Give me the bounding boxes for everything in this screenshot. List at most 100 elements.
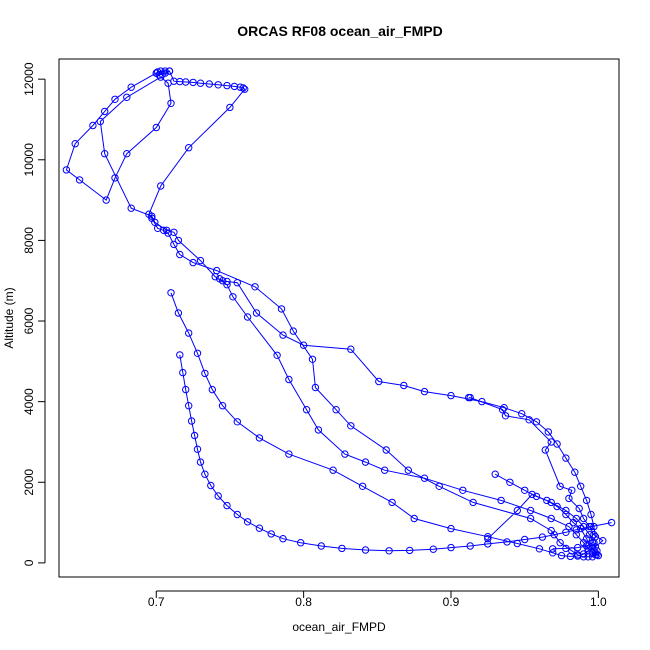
data-point: [223, 81, 231, 90]
data-point: [208, 385, 217, 394]
data-point: [111, 95, 119, 104]
y-tick-label: 10000: [22, 143, 36, 177]
data-point: [267, 530, 275, 538]
data-point: [549, 545, 557, 553]
data-point: [182, 78, 190, 86]
data-point: [75, 176, 84, 184]
data-point: [148, 212, 156, 220]
series-layer: [62, 67, 616, 561]
y-tick-label: 0: [22, 559, 36, 566]
data-point: [196, 458, 205, 466]
data-point: [518, 410, 526, 418]
x-tick-label: 1.0: [590, 595, 607, 609]
data-point: [549, 549, 557, 557]
data-point: [241, 85, 249, 93]
data-point: [562, 510, 570, 519]
data-point: [179, 368, 187, 377]
data-point: [572, 531, 580, 539]
data-point: [226, 103, 234, 112]
data-point: [565, 522, 573, 531]
data-point: [176, 351, 184, 359]
data-point: [582, 542, 591, 550]
data-point: [71, 140, 79, 148]
y-tick-label: 6000: [22, 307, 36, 334]
series-4: [176, 351, 616, 555]
series-line: [148, 70, 598, 558]
data-point: [279, 535, 287, 543]
data-point: [62, 166, 71, 174]
data-point: [526, 506, 535, 515]
data-point: [196, 79, 205, 87]
series-line: [65, 72, 599, 557]
data-point: [591, 533, 600, 541]
data-point: [233, 279, 242, 287]
data-point: [447, 543, 455, 552]
data-point: [185, 144, 193, 152]
data-point: [500, 404, 508, 412]
data-point: [302, 406, 311, 414]
data-point: [498, 406, 507, 414]
chart-title: ORCAS RF08 ocean_air_FMPD: [237, 23, 442, 39]
y-tick-label: 2000: [22, 469, 36, 496]
data-point: [214, 492, 222, 500]
data-point: [491, 470, 499, 478]
data-point: [562, 528, 570, 536]
data-point: [273, 351, 281, 359]
data-point: [565, 494, 573, 503]
data-point: [556, 539, 564, 547]
y-tick-label: 4000: [22, 388, 36, 415]
data-point: [385, 547, 393, 555]
data-point: [299, 341, 308, 349]
data-point: [521, 535, 529, 544]
data-point: [582, 535, 591, 543]
data-point: [572, 526, 580, 534]
data-point: [361, 458, 370, 466]
data-point: [532, 418, 541, 426]
data-point: [562, 544, 570, 553]
data-point: [577, 482, 585, 490]
data-point: [243, 313, 252, 321]
data-point: [174, 309, 183, 317]
data-point: [255, 524, 264, 532]
data-point: [229, 293, 237, 301]
data-point: [469, 498, 477, 507]
data-point: [503, 538, 511, 546]
data-point: [185, 329, 193, 337]
data-point: [466, 542, 474, 550]
data-point: [214, 81, 222, 89]
data-point: [157, 73, 165, 81]
data-point: [277, 305, 286, 313]
data-point: [297, 539, 305, 547]
data-point: [590, 522, 598, 531]
data-point: [285, 375, 293, 384]
data-point: [338, 544, 346, 553]
data-point: [101, 150, 109, 158]
data-point: [590, 531, 598, 539]
data-point: [381, 466, 389, 474]
data-point: [239, 84, 247, 92]
data-point: [535, 545, 544, 553]
data-point: [332, 406, 340, 414]
data-point: [574, 552, 582, 560]
data-point: [96, 117, 105, 126]
data-point: [521, 486, 529, 494]
data-point: [314, 426, 323, 434]
data-point: [279, 331, 287, 339]
data-point: [187, 417, 196, 425]
data-point: [243, 518, 252, 526]
data-point: [484, 540, 492, 548]
data-point: [252, 309, 261, 317]
data-point: [170, 228, 178, 237]
data-point: [174, 236, 183, 245]
plot-frame: [58, 58, 620, 578]
data-point: [420, 387, 429, 396]
data-point: [547, 514, 555, 523]
data-point: [255, 434, 264, 442]
data-point: [466, 393, 474, 402]
data-point: [201, 470, 209, 478]
data-point: [233, 510, 242, 519]
data-point: [164, 79, 172, 87]
data-point: [167, 99, 175, 108]
data-point: [429, 545, 437, 553]
